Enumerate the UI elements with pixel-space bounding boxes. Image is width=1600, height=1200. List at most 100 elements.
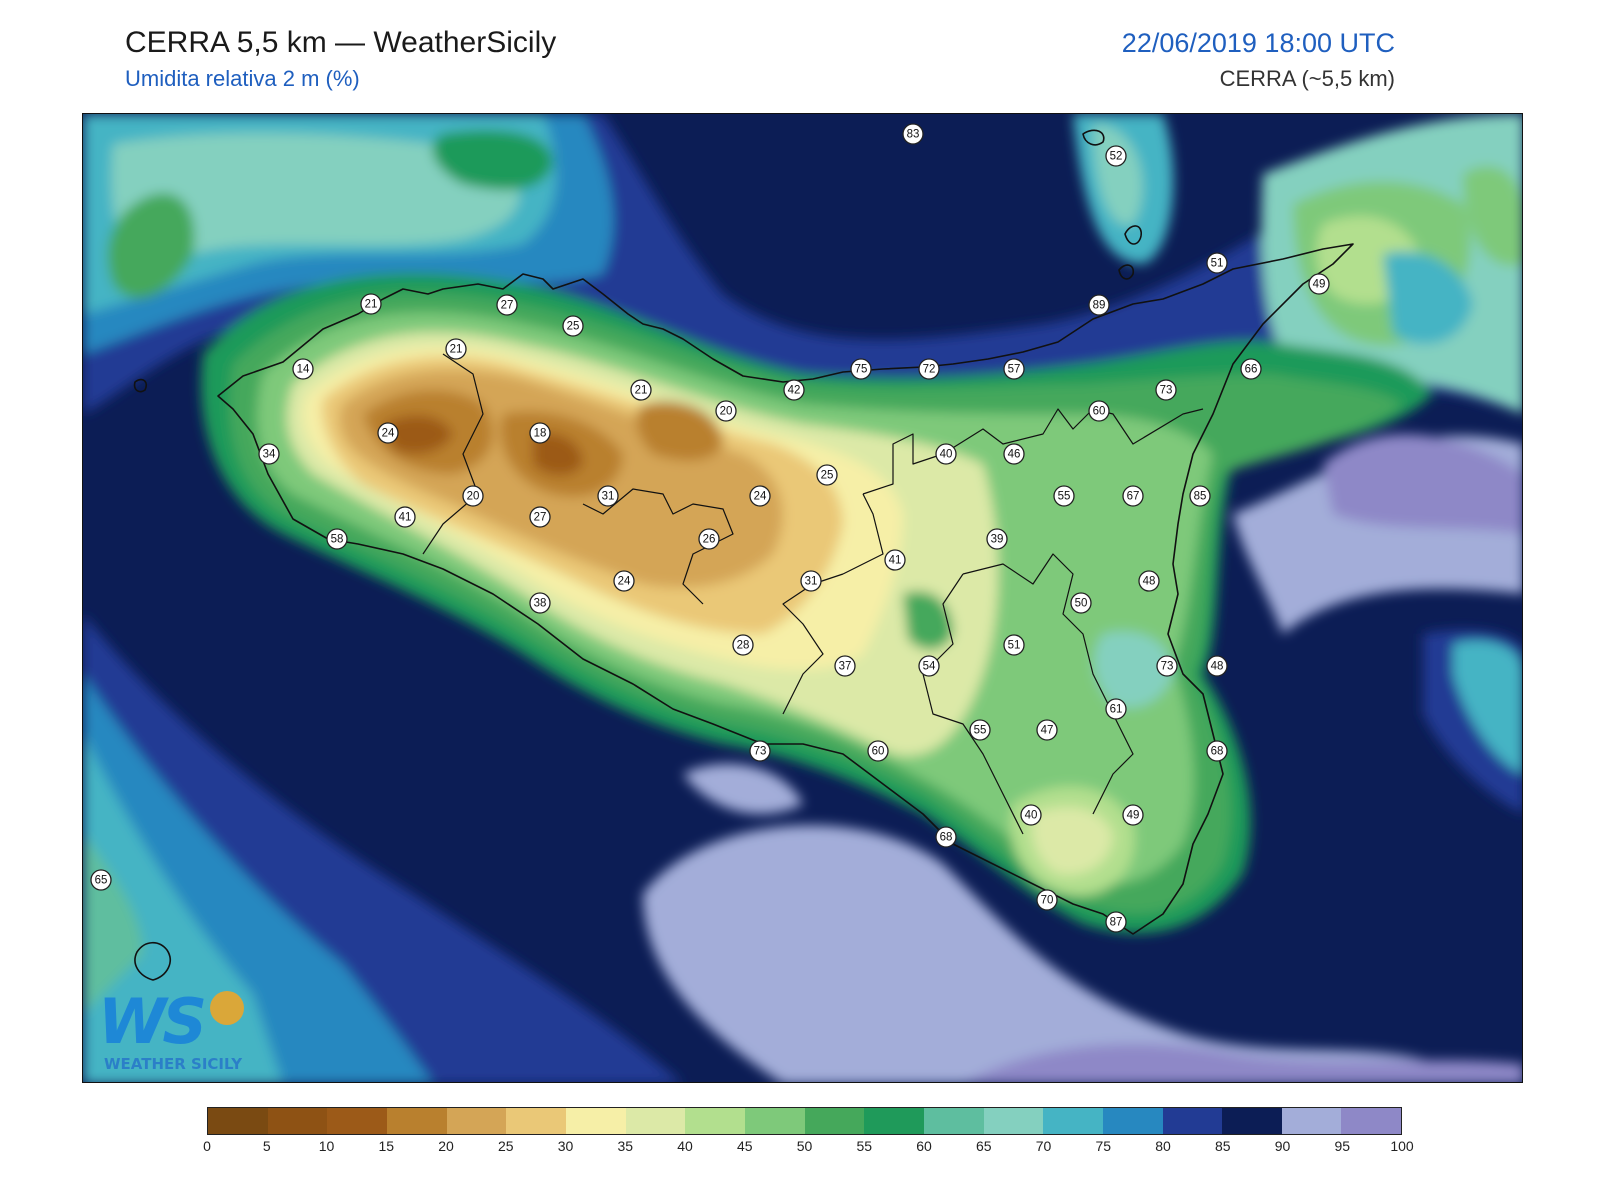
station-circle: [529, 506, 551, 528]
station-marker: 55: [1053, 485, 1075, 507]
station-marker: 75: [850, 358, 872, 380]
station-value: 52: [1110, 151, 1123, 163]
island-outline: [133, 378, 148, 393]
station-circle: [884, 549, 906, 571]
station-marker: 20: [715, 400, 737, 422]
station-marker: 51: [1206, 252, 1228, 274]
island-outline: [1082, 129, 1105, 146]
station-circle: [1206, 252, 1228, 274]
logo-initials: WS: [98, 985, 207, 1058]
station-circle: [1088, 400, 1110, 422]
station-value: 21: [450, 344, 463, 356]
station-circle: [749, 740, 771, 762]
station-marker: 24: [377, 422, 399, 444]
station-marker: 70: [1036, 889, 1058, 911]
station-marker: 49: [1308, 273, 1330, 295]
station-value: 39: [991, 534, 1004, 546]
station-circle: [715, 400, 737, 422]
station-value: 47: [1041, 725, 1054, 737]
station-marker: 55: [969, 719, 991, 741]
station-values: 83 52 51 49 89 21 27 25 21 14 21 20 42 75 72 57 73 66 60 24…: [90, 123, 1330, 933]
colorbar-tick-label: 20: [438, 1138, 454, 1154]
station-value: 31: [602, 491, 615, 503]
colorbar-tick-label: 80: [1155, 1138, 1171, 1154]
station-marker: 25: [816, 464, 838, 486]
station-value: 49: [1127, 810, 1140, 822]
station-marker: 52: [1105, 145, 1127, 167]
station-value: 48: [1143, 576, 1156, 588]
station-circle: [360, 293, 382, 315]
colorbar-swatch: [923, 1108, 984, 1134]
province-border: [582, 488, 734, 605]
colorbar-swatch: [983, 1108, 1044, 1134]
station-marker: 48: [1138, 570, 1160, 592]
station-value: 75: [855, 364, 868, 376]
station-value: 68: [1211, 746, 1224, 758]
station-circle: [462, 485, 484, 507]
station-marker: 24: [613, 570, 635, 592]
station-value: 27: [534, 512, 547, 524]
station-circle: [918, 655, 940, 677]
province-border: [422, 353, 484, 555]
station-marker: 28: [732, 634, 754, 656]
station-value: 85: [1194, 491, 1207, 503]
station-value: 54: [923, 661, 936, 673]
colorbar-tick-label: 10: [318, 1138, 335, 1154]
station-value: 18: [534, 428, 547, 440]
station-marker: 73: [749, 740, 771, 762]
station-circle: [867, 740, 889, 762]
station-marker: 57: [1003, 358, 1025, 380]
station-marker: 37: [834, 655, 856, 677]
station-marker: 27: [496, 294, 518, 316]
station-marker: 25: [562, 315, 584, 337]
station-circle: [1122, 804, 1144, 826]
station-marker: 31: [597, 485, 619, 507]
weathersicily-logo: WS WEATHER SICILY: [98, 985, 258, 1075]
station-circle: [834, 655, 856, 677]
station-value: 21: [635, 385, 648, 397]
station-circle: [732, 634, 754, 656]
station-value: 67: [1127, 491, 1140, 503]
station-value: 83: [907, 129, 920, 141]
station-value: 26: [703, 534, 716, 546]
station-value: 38: [534, 598, 547, 610]
colorbar-swatch: [864, 1108, 924, 1134]
colorbar: [207, 1107, 1402, 1135]
station-value: 20: [467, 491, 480, 503]
station-value: 87: [1110, 917, 1123, 929]
station-circle: [800, 570, 822, 592]
station-circle: [445, 338, 467, 360]
station-marker: 26: [698, 528, 720, 550]
station-circle: [529, 592, 551, 614]
station-marker: 39: [986, 528, 1008, 550]
station-marker: 40: [1020, 804, 1042, 826]
colorbar-tick-label: 35: [617, 1138, 634, 1154]
station-circle: [935, 826, 957, 848]
station-circle: [613, 570, 635, 592]
station-marker: 40: [935, 443, 957, 465]
station-marker: 73: [1156, 655, 1178, 677]
humidity-map: 83 52 51 49 89 21 27 25 21 14 21 20 42 75 72 57 73 66 60 24…: [82, 113, 1523, 1083]
sicily-coastline: [217, 243, 1354, 935]
station-value: 61: [1110, 704, 1123, 716]
station-circle: [1070, 592, 1092, 614]
station-circle: [749, 485, 771, 507]
station-value: 37: [839, 661, 852, 673]
station-circle: [850, 358, 872, 380]
station-circle: [1036, 889, 1058, 911]
station-value: 55: [1058, 491, 1071, 503]
station-circle: [1003, 358, 1025, 380]
station-marker: 68: [1206, 740, 1228, 762]
station-circle: [1036, 719, 1058, 741]
station-value: 24: [618, 576, 631, 588]
province-border: [862, 408, 1204, 495]
station-value: 24: [754, 491, 767, 503]
station-marker: 46: [1003, 443, 1025, 465]
station-circle: [1105, 911, 1127, 933]
colorbar-swatch: [506, 1108, 566, 1134]
station-marker: 83: [902, 123, 924, 145]
station-value: 60: [1093, 406, 1106, 418]
station-marker: 47: [1036, 719, 1058, 741]
colorbar-swatch: [625, 1108, 686, 1134]
station-circle: [1156, 655, 1178, 677]
